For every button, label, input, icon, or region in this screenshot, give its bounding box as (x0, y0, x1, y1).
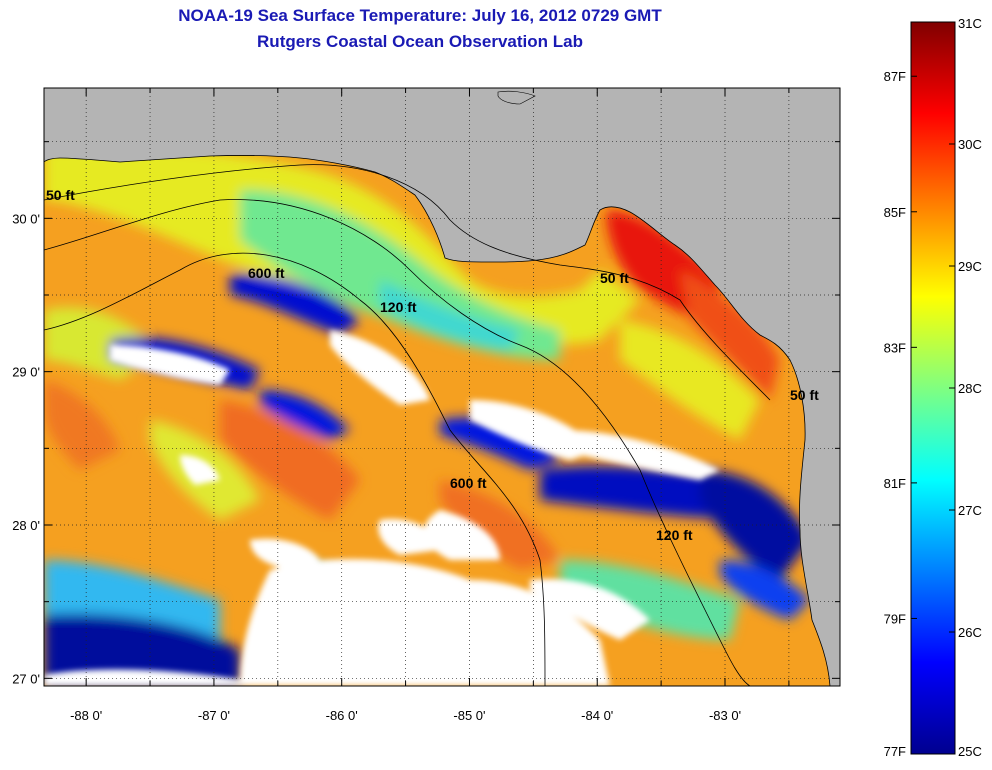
lat-label: 27 0' (12, 671, 40, 686)
land-mass (44, 88, 840, 686)
colorbar-f-label: 79F (884, 611, 906, 626)
lon-label: -86 0' (326, 708, 358, 723)
depth-contours (44, 164, 771, 686)
map-subtitle: Rutgers Coastal Ocean Observation Lab (257, 32, 583, 51)
colorbar-c-label: 30C (958, 137, 982, 152)
contour-label-50ft-east: 50 ft (600, 270, 629, 286)
contour-label-600ft-north: 600 ft (248, 265, 285, 281)
lat-label: 28 0' (12, 518, 40, 533)
colorbar-c-label: 25C (958, 744, 982, 759)
contour-label-50ft-coast: 50 ft (790, 387, 819, 403)
axis-ticks (44, 88, 840, 686)
contour-label-600ft-south: 600 ft (450, 475, 487, 491)
colorbar-fahrenheit-labels: 87F 85F 83F 81F 79F 77F (884, 69, 906, 759)
colorbar-f-label: 81F (884, 476, 906, 491)
colorbar-c-label: 26C (958, 625, 982, 640)
colorbar-celsius-labels: 31C 30C 29C 28C 27C 26C 25C (958, 16, 982, 759)
sst-field (44, 146, 810, 686)
contour-label-120ft-south: 120 ft (656, 527, 693, 543)
colorbar-f-label: 77F (884, 744, 906, 759)
contour-label-120ft-north: 120 ft (380, 299, 417, 315)
colorbar (910, 21, 956, 755)
lon-label: -83 0' (709, 708, 741, 723)
lat-label: 29 0' (12, 365, 40, 380)
colorbar-c-label: 27C (958, 503, 982, 518)
colorbar-f-label: 85F (884, 205, 906, 220)
grid-lines (44, 88, 840, 686)
colorbar-c-label: 31C (958, 16, 982, 31)
lon-label: -87 0' (198, 708, 230, 723)
lon-label: -88 0' (70, 708, 102, 723)
contour-label-50ft-west: 50 ft (46, 187, 75, 203)
cloud-mask (44, 330, 720, 686)
colorbar-f-label: 83F (884, 340, 906, 355)
map-title: NOAA-19 Sea Surface Temperature: July 16… (178, 6, 662, 25)
colorbar-ticks (911, 21, 955, 755)
plot-frame (43, 87, 841, 687)
latitude-labels: 30 0' 29 0' 28 0' 27 0' (12, 211, 40, 686)
lon-label: -85 0' (453, 708, 485, 723)
longitude-labels: -88 0' -87 0' -86 0' -85 0' -84 0' -83 0' (70, 708, 741, 723)
lon-label: -84 0' (581, 708, 613, 723)
colorbar-f-label: 87F (884, 69, 906, 84)
lat-label: 30 0' (12, 211, 40, 226)
colorbar-c-label: 29C (958, 259, 982, 274)
colorbar-c-label: 28C (958, 381, 982, 396)
